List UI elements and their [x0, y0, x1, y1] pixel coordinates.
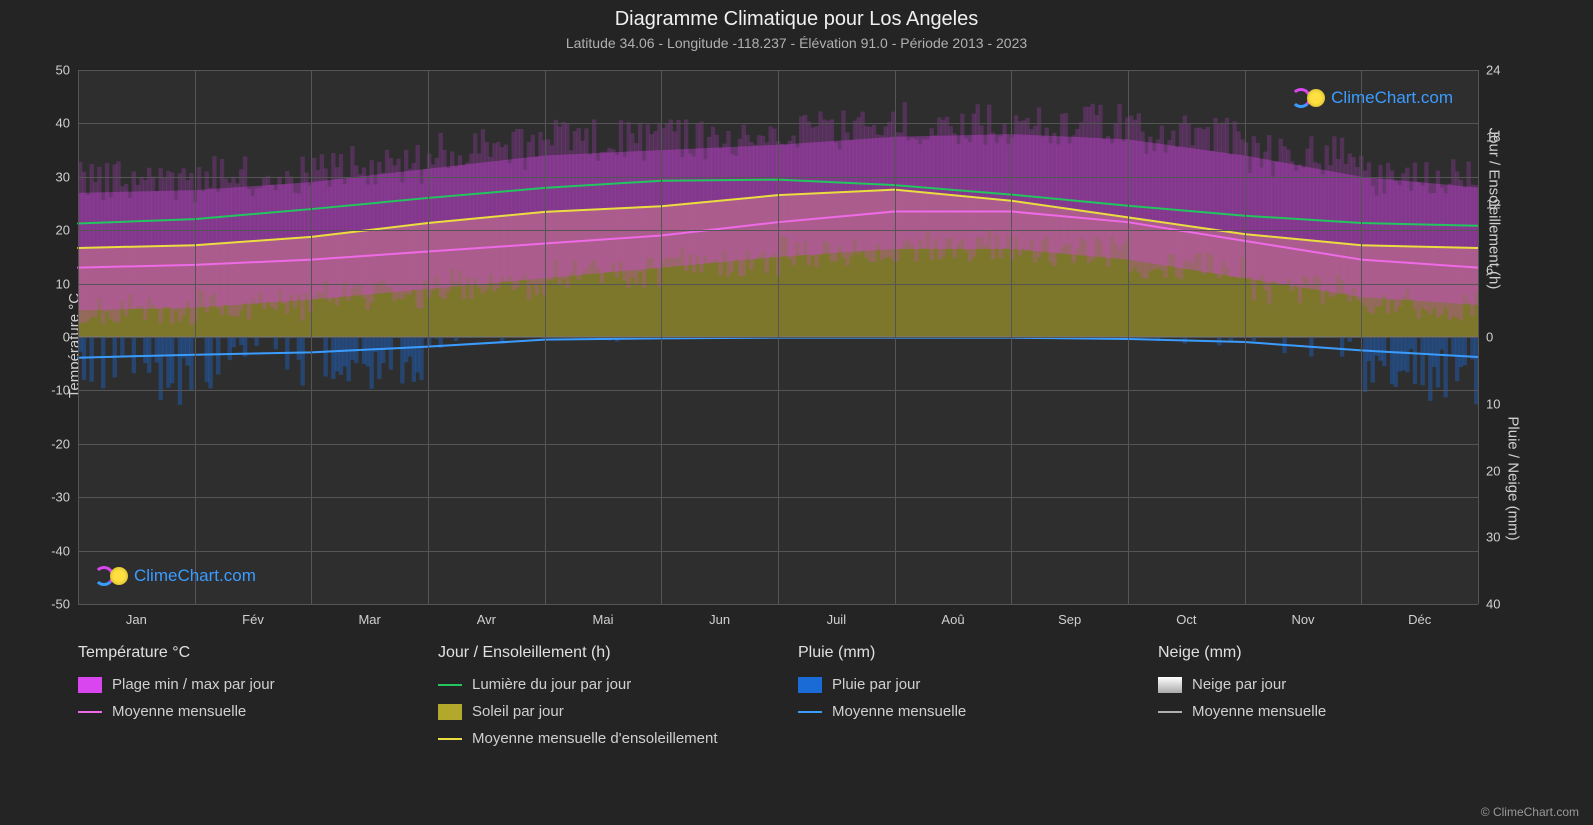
- y-left-tick: 20: [56, 223, 78, 238]
- legend-daylight-sun: Soleil par jour: [438, 703, 758, 720]
- legend-daylight-sunmean-label: Moyenne mensuelle d'ensoleillement: [472, 730, 718, 747]
- legend-snow-perday-label: Neige par jour: [1192, 676, 1286, 693]
- legend-temp-mean: Moyenne mensuelle: [78, 703, 398, 720]
- y-left-tick: 0: [63, 330, 78, 345]
- y-right-top-tick: 6: [1478, 263, 1493, 278]
- watermark-logo-top: ClimeChart.com: [1291, 88, 1453, 108]
- y-right-bottom-tick: 40: [1478, 597, 1500, 612]
- y-left-tick: -50: [51, 597, 78, 612]
- legend-rain-title: Pluie (mm): [798, 644, 1118, 662]
- legend-snow-title: Neige (mm): [1158, 644, 1478, 662]
- y-left-tick: -20: [51, 436, 78, 451]
- legend-snow-mean: Moyenne mensuelle: [1158, 703, 1478, 720]
- x-tick-month: Déc: [1408, 604, 1431, 627]
- y-right-top-tick: 0: [1478, 330, 1493, 345]
- legend-daylight-day: Lumière du jour par jour: [438, 676, 758, 693]
- legend-temp-mean-label: Moyenne mensuelle: [112, 703, 246, 720]
- legend: Température °C Plage min / max par jour …: [78, 644, 1478, 747]
- legend-col-snow: Neige (mm) Neige par jour Moyenne mensue…: [1158, 644, 1478, 747]
- legend-daylight-title: Jour / Ensoleillement (h): [438, 644, 758, 662]
- y-left-tick: -40: [51, 543, 78, 558]
- legend-rain-mean-label: Moyenne mensuelle: [832, 703, 966, 720]
- y-right-bottom-tick: 30: [1478, 530, 1500, 545]
- x-tick-month: Avr: [477, 604, 496, 627]
- legend-rain-perday-label: Pluie par jour: [832, 676, 920, 693]
- y-right-top-tick: 24: [1478, 63, 1500, 78]
- x-tick-month: Jun: [709, 604, 730, 627]
- y-left-tick: 30: [56, 169, 78, 184]
- plot-area: 50403020100-10-20-30-40-5024181260102030…: [78, 70, 1478, 604]
- swatch-daylight-line: [438, 684, 462, 686]
- legend-snow-mean-label: Moyenne mensuelle: [1192, 703, 1326, 720]
- y-right-top-tick: 18: [1478, 129, 1500, 144]
- y-right-top-tick: 12: [1478, 196, 1500, 211]
- legend-col-temp: Température °C Plage min / max par jour …: [78, 644, 398, 747]
- y-left-tick: -10: [51, 383, 78, 398]
- x-tick-month: Sep: [1058, 604, 1081, 627]
- legend-daylight-sun-label: Soleil par jour: [472, 703, 564, 720]
- legend-temp-range: Plage min / max par jour: [78, 676, 398, 693]
- copyright: © ClimeChart.com: [1481, 805, 1579, 819]
- swatch-rain-line: [798, 711, 822, 713]
- swatch-snow-line: [1158, 711, 1182, 713]
- legend-daylight-sunmean: Moyenne mensuelle d'ensoleillement: [438, 730, 758, 747]
- y-left-tick: 50: [56, 63, 78, 78]
- watermark-text: ClimeChart.com: [134, 566, 256, 586]
- legend-rain-perday: Pluie par jour: [798, 676, 1118, 693]
- legend-col-rain: Pluie (mm) Pluie par jour Moyenne mensue…: [798, 644, 1118, 747]
- y-right-bottom-tick: 10: [1478, 396, 1500, 411]
- legend-temp-range-label: Plage min / max par jour: [112, 676, 275, 693]
- legend-temp-title: Température °C: [78, 644, 398, 662]
- x-tick-month: Fév: [242, 604, 264, 627]
- watermark-text: ClimeChart.com: [1331, 88, 1453, 108]
- x-tick-month: Jan: [126, 604, 147, 627]
- legend-daylight-day-label: Lumière du jour par jour: [472, 676, 631, 693]
- swatch-temp-range: [78, 677, 102, 693]
- swatch-snow-bars: [1158, 677, 1182, 693]
- x-tick-month: Oct: [1176, 604, 1196, 627]
- x-tick-month: Mar: [358, 604, 380, 627]
- chart-title: Diagramme Climatique pour Los Angeles: [0, 0, 1593, 31]
- y-left-tick: -30: [51, 490, 78, 505]
- legend-snow-perday: Neige par jour: [1158, 676, 1478, 693]
- legend-rain-mean: Moyenne mensuelle: [798, 703, 1118, 720]
- watermark-logo-bottom: ClimeChart.com: [94, 566, 256, 586]
- swatch-sun-band: [438, 704, 462, 720]
- swatch-temp-mean: [78, 711, 102, 713]
- x-tick-month: Mai: [593, 604, 614, 627]
- y-right-bottom-axis-title: Pluie / Neige (mm): [1504, 416, 1521, 540]
- swatch-rain-bars: [798, 677, 822, 693]
- y-left-tick: 10: [56, 276, 78, 291]
- x-tick-month: Juil: [827, 604, 847, 627]
- x-tick-month: Nov: [1291, 604, 1314, 627]
- legend-col-daylight: Jour / Ensoleillement (h) Lumière du jou…: [438, 644, 758, 747]
- chart-subtitle: Latitude 34.06 - Longitude -118.237 - Él…: [0, 31, 1593, 51]
- y-left-tick: 40: [56, 116, 78, 131]
- swatch-sun-line: [438, 738, 462, 740]
- y-right-bottom-tick: 20: [1478, 463, 1500, 478]
- x-tick-month: Aoû: [941, 604, 964, 627]
